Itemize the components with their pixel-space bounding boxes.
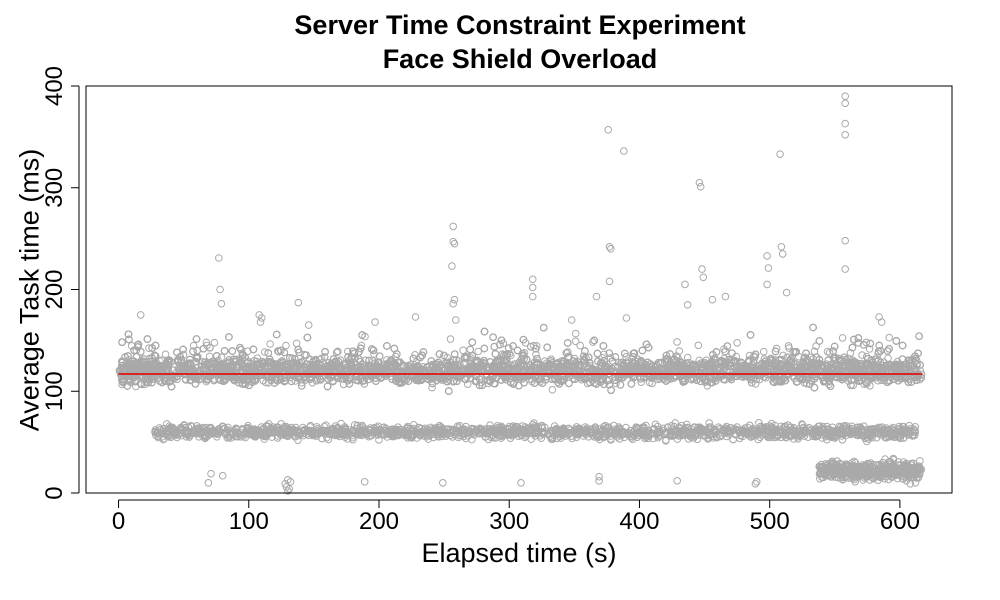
data-point <box>733 339 741 347</box>
data-point <box>823 347 832 356</box>
data-point <box>292 339 301 348</box>
data-point <box>446 335 455 343</box>
x-axis-title: Elapsed time (s) <box>421 538 617 568</box>
data-point <box>751 380 760 388</box>
data-point <box>858 351 866 359</box>
data-point <box>822 360 831 368</box>
data-point <box>266 340 274 348</box>
data-point <box>357 341 366 350</box>
data-point <box>428 383 436 392</box>
data-point <box>217 353 226 362</box>
points-layer <box>115 92 926 495</box>
data-point <box>838 334 847 342</box>
data-point <box>351 354 359 363</box>
data-point <box>884 354 892 363</box>
data-point <box>576 341 585 350</box>
data-point <box>589 338 597 346</box>
data-point <box>865 345 874 353</box>
data-point <box>210 338 219 347</box>
data-point <box>463 380 472 389</box>
data-point <box>571 337 580 346</box>
data-point <box>564 348 572 356</box>
data-point <box>189 341 198 350</box>
chart-title: Server Time Constraint Experiment <box>294 10 746 40</box>
data-point <box>694 341 703 350</box>
data-point <box>862 338 871 347</box>
data-point <box>571 329 580 338</box>
chart-subtitle: Face Shield Overload <box>382 44 658 74</box>
data-point <box>136 379 145 388</box>
data-point <box>320 353 329 361</box>
data-point <box>801 353 810 362</box>
data-point <box>161 350 170 359</box>
data-point <box>474 347 483 356</box>
data-point <box>648 379 656 388</box>
data-point <box>885 333 894 342</box>
data-point <box>332 348 341 357</box>
data-point <box>202 338 211 347</box>
data-point <box>282 341 290 350</box>
data-point <box>759 347 768 356</box>
data-point <box>673 338 681 346</box>
data-point <box>261 348 269 356</box>
data-point <box>532 350 540 359</box>
data-point <box>749 352 758 360</box>
data-point <box>548 385 557 394</box>
data-point <box>785 344 793 352</box>
data-point <box>145 344 153 353</box>
